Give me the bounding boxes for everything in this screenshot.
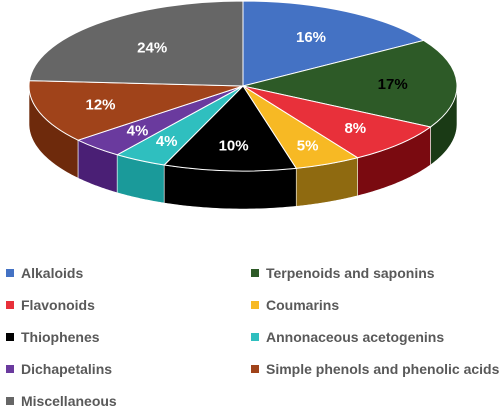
pie-chart: 16% 17% 8% 5% 10% 4% 4% 12% 24% (28, 0, 458, 210)
legend-label: Terpenoids and saponins (266, 265, 435, 281)
pie-slice-flavonoids (242, 85, 432, 159)
legend-swatch (6, 365, 14, 373)
legend-item-thiophenes: Thiophenes (6, 326, 100, 348)
legend-swatch (6, 397, 14, 405)
legend-item-flavonoids: Flavonoids (6, 294, 95, 316)
legend-item-coumarins: Coumarins (251, 294, 339, 316)
legend-label: Thiophenes (21, 329, 100, 345)
legend-swatch (6, 301, 14, 309)
legend-label: Alkaloids (21, 265, 84, 281)
data-label-annonaceous-acetogenins: 4% (156, 133, 178, 150)
data-label-thiophenes: 10% (219, 137, 249, 154)
legend-swatch (6, 333, 14, 341)
data-label-terpenoids-and-saponins: 17% (378, 76, 408, 93)
pie-tops (28, 0, 458, 172)
legend-item-alkaloids: Alkaloids (6, 262, 83, 284)
pie-labels: 16% 17% 8% 5% 10% 4% 4% 12% 24% (85, 29, 407, 155)
legend-label: Flavonoids (21, 297, 95, 313)
data-label-alkaloids: 16% (296, 29, 326, 46)
legend-label: Miscellaneous (21, 393, 117, 409)
legend: Alkaloids Terpenoids and saponins Flavonoi… (0, 262, 500, 417)
legend-item-annonaceous-acetogenins: Annonaceous acetogenins (251, 326, 444, 348)
pie-slice-miscellaneous (28, 0, 244, 87)
legend-label: Dichapetalins (21, 361, 113, 377)
legend-item-terpenoids-and-saponins: Terpenoids and saponins (251, 262, 435, 284)
legend-item-dichapetalins: Dichapetalins (6, 358, 112, 380)
legend-item-miscellaneous: Miscellaneous (6, 390, 117, 412)
legend-swatch (251, 301, 259, 309)
legend-swatch (251, 333, 259, 341)
data-label-miscellaneous: 24% (137, 40, 167, 57)
pie-slice-thiophenes (163, 85, 298, 172)
legend-swatch (251, 269, 259, 277)
pie-side-thiophenes (163, 164, 297, 210)
data-label-coumarins: 5% (297, 137, 319, 154)
legend-item-simple-phenols-and-phenolic-acids: Simple phenols and phenolic acids (251, 358, 499, 380)
pie-slice-simple-phenols-and-phenolic-acids (28, 80, 244, 141)
legend-swatch (251, 365, 259, 373)
legend-swatch (6, 269, 14, 277)
pie-slice-terpenoids-and-saponins (242, 39, 458, 128)
data-label-dichapetalins: 4% (127, 123, 149, 140)
data-label-flavonoids: 8% (344, 120, 366, 137)
legend-label: Annonaceous acetogenins (266, 329, 445, 345)
legend-label: Simple phenols and phenolic acids (266, 361, 500, 377)
data-label-simple-phenols-and-phenolic-acids: 12% (85, 96, 115, 113)
pie-slice-alkaloids (242, 0, 425, 87)
legend-label: Coumarins (266, 297, 340, 313)
